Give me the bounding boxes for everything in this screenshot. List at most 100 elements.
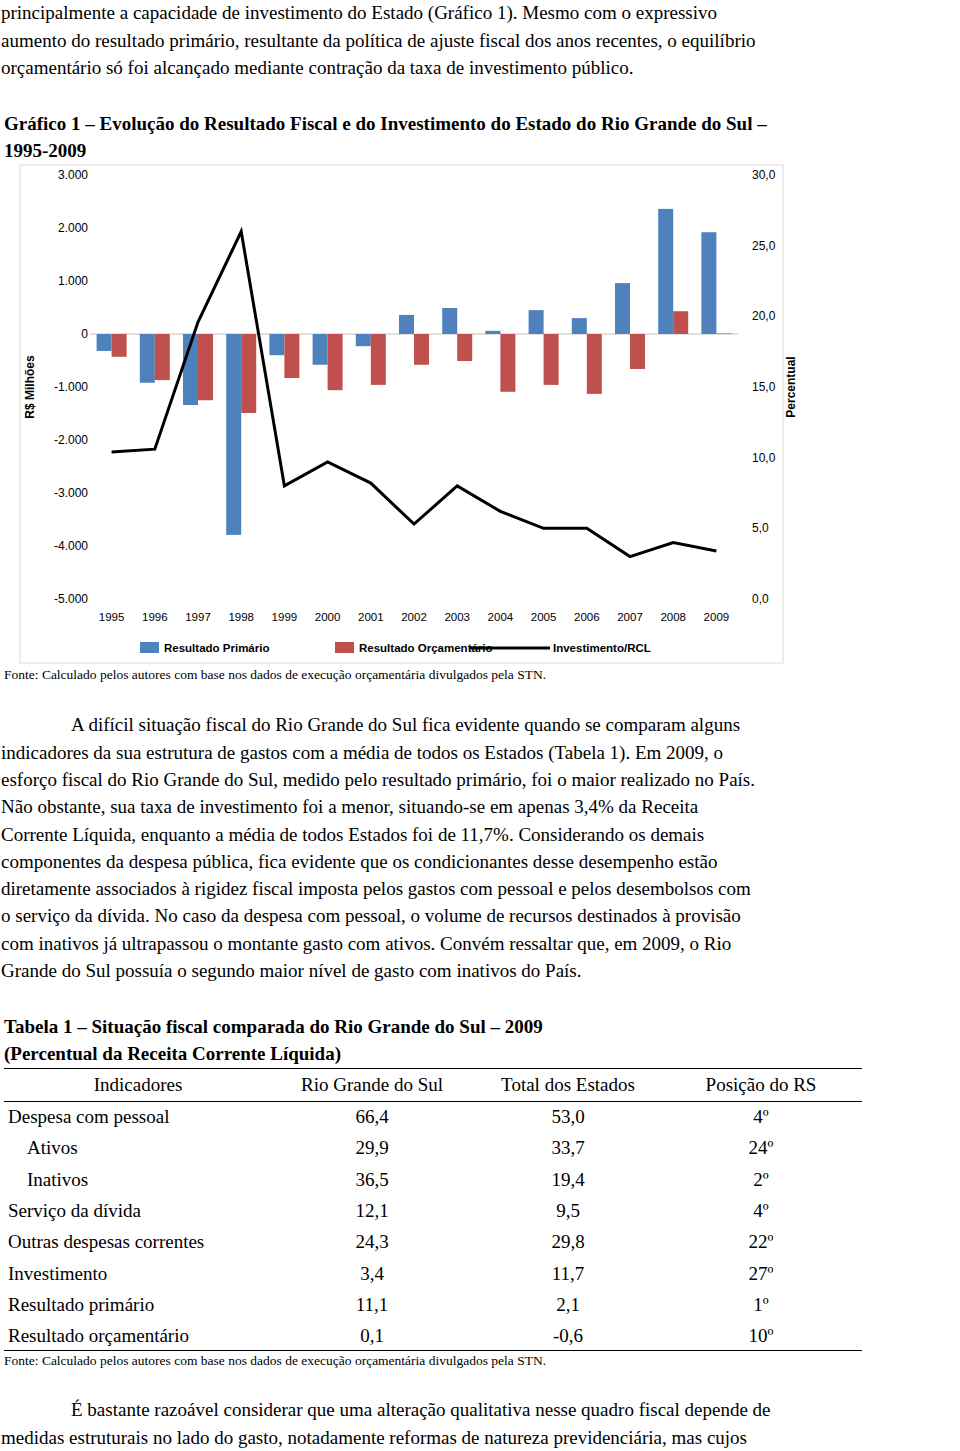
x-tick-label: 1998	[228, 611, 254, 623]
y-tick-label: 3.000	[58, 168, 88, 182]
y2-tick-label: 15,0	[752, 380, 776, 394]
paragraph-line: Corrente Líquida, enquanto a média de to…	[1, 821, 958, 848]
bar	[673, 311, 688, 334]
legend-label: Resultado Primário	[164, 642, 269, 654]
chart-frame	[20, 165, 783, 663]
paragraph-line: componentes da despesa pública, fica evi…	[1, 848, 958, 875]
table-cell: 4º	[661, 1199, 861, 1223]
bar	[155, 334, 170, 380]
x-tick-label: 2002	[401, 611, 427, 623]
x-tick-label: 2006	[574, 611, 600, 623]
table-cell: Resultado orçamentário	[8, 1324, 189, 1348]
paragraph-line: Não obstante, sua taxa de investimento f…	[1, 793, 958, 820]
paragraph-line: É bastante razoável considerar que uma a…	[71, 1396, 958, 1423]
bar	[500, 334, 515, 392]
x-tick-label: 2009	[704, 611, 730, 623]
table-title: (Percentual da Receita Corrente Líquida)	[4, 1040, 904, 1067]
paragraph-line: o serviço da dívida. No caso da despesa …	[1, 902, 958, 929]
paragraph-line: principalmente a capacidade de investime…	[1, 0, 958, 27]
table-cell: 3,4	[272, 1262, 472, 1286]
bar	[241, 334, 256, 413]
table-cell: 36,5	[272, 1168, 472, 1192]
table-cell: 24º	[661, 1136, 861, 1160]
line	[112, 232, 717, 557]
y2-tick-label: 20,0	[752, 309, 776, 323]
paragraph-line: indicadores da sua estrutura de gastos c…	[1, 739, 958, 766]
table-rule	[4, 1068, 862, 1069]
x-tick-label: 2004	[488, 611, 514, 623]
y-tick-label: 0	[81, 327, 88, 341]
bar	[313, 334, 328, 365]
table-cell: 53,0	[468, 1105, 668, 1129]
figure-source: Fonte: Calculado pelos autores com base …	[4, 667, 904, 683]
bar	[529, 310, 544, 334]
table-cell: 29,8	[468, 1230, 668, 1254]
table-cell: 33,7	[468, 1136, 668, 1160]
table-cell: 29,9	[272, 1136, 472, 1160]
table-cell: Indicadores	[38, 1073, 238, 1097]
table-cell: 4º	[661, 1105, 861, 1129]
bar	[112, 334, 127, 357]
x-tick-label: 2007	[617, 611, 643, 623]
x-tick-label: 2008	[660, 611, 686, 623]
legend-swatch	[470, 647, 550, 650]
table-cell: 9,5	[468, 1199, 668, 1223]
y2-tick-label: 30,0	[752, 168, 776, 182]
x-tick-label: 2001	[358, 611, 384, 623]
bar	[442, 308, 457, 334]
bar	[371, 334, 386, 385]
bar	[399, 315, 414, 334]
bar	[701, 232, 716, 334]
y2-tick-label: 5,0	[752, 521, 769, 535]
table-cell: 10º	[661, 1324, 861, 1348]
bar	[269, 334, 284, 355]
y-tick-label: 2.000	[58, 221, 88, 235]
bar	[356, 334, 371, 346]
paragraph-line: com inativos já ultrapassou o montante g…	[1, 930, 958, 957]
table-cell: 12,1	[272, 1199, 472, 1223]
y-tick-label: -5.000	[54, 592, 88, 606]
y2-tick-label: 10,0	[752, 451, 776, 465]
paragraph-line: A difícil situação fiscal do Rio Grande …	[71, 711, 958, 738]
legend-label: Investimento/RCL	[553, 642, 651, 654]
paragraph-line: Grande do Sul possuía o segundo maior ní…	[1, 957, 958, 984]
y-tick-label: 1.000	[58, 274, 88, 288]
table-cell: Total dos Estados	[468, 1073, 668, 1097]
y2-tick-label: 25,0	[752, 239, 776, 253]
paragraph-line: diretamente associados à rigidez fiscal …	[1, 875, 958, 902]
table-cell: Despesa com pessoal	[8, 1105, 169, 1129]
bar	[587, 334, 602, 394]
chart: -5.000-4.000-3.000-2.000-1.00001.0002.00…	[0, 0, 960, 700]
paragraph-line: aumento do resultado primário, resultant…	[1, 27, 958, 54]
y-tick-label: -3.000	[54, 486, 88, 500]
x-tick-label: 1997	[185, 611, 211, 623]
y2-axis-title: Percentual	[784, 356, 798, 417]
plot-area	[97, 209, 732, 557]
x-tick-label: 1999	[272, 611, 298, 623]
table-cell: 24,3	[272, 1230, 472, 1254]
bar	[485, 331, 500, 334]
paragraph-line: orçamentário só foi alcançado mediante c…	[1, 54, 958, 81]
bar	[198, 334, 213, 400]
table-rule	[4, 1101, 862, 1102]
figure-caption: Gráfico 1 – Evolução do Resultado Fiscal…	[4, 110, 958, 137]
y-tick-label: -2.000	[54, 433, 88, 447]
legend-swatch	[335, 642, 354, 653]
table-cell: Rio Grande do Sul	[272, 1073, 472, 1097]
table-source: Fonte: Calculado pelos autores com base …	[4, 1353, 546, 1369]
bar	[140, 334, 155, 383]
table-cell: 11,1	[272, 1293, 472, 1317]
bar	[615, 283, 630, 334]
y-axis-title: R$ Milhões	[23, 355, 37, 419]
table-cell: Resultado primário	[8, 1293, 154, 1317]
y-tick-label: -1.000	[54, 380, 88, 394]
paragraph-line: esforço fiscal do Rio Grande do Sul, med…	[1, 766, 958, 793]
table-cell: 27º	[661, 1262, 861, 1286]
bar	[284, 334, 299, 378]
table-cell: 2º	[661, 1168, 861, 1192]
table-cell: 66,4	[272, 1105, 472, 1129]
x-tick-label: 1995	[99, 611, 125, 623]
bar	[414, 334, 429, 365]
page: principalmente a capacidade de investime…	[0, 0, 960, 1451]
table-cell: 19,4	[468, 1168, 668, 1192]
